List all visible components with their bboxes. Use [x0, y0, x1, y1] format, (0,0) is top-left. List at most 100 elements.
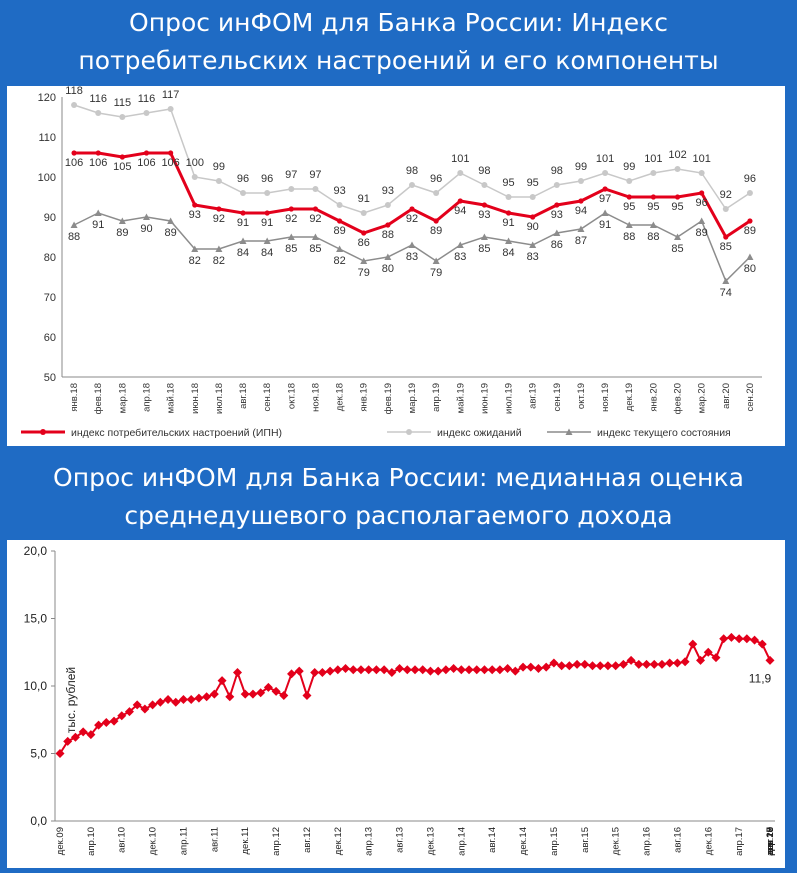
income-marker	[117, 711, 127, 721]
x-tick-label: дек.18	[335, 383, 346, 411]
legend-marker	[40, 429, 46, 435]
x-tick-label: авг.12	[302, 827, 313, 853]
income-marker	[672, 658, 682, 668]
x-tick-label: апр.12	[271, 827, 282, 856]
series-marker-0	[578, 198, 584, 204]
data-label-2: 91	[599, 219, 611, 231]
x-tick-label: янв.19	[359, 383, 370, 412]
x-tick-label: окт.19	[576, 383, 587, 409]
series-marker-1	[722, 206, 729, 212]
income-marker	[742, 634, 752, 644]
data-label-1: 98	[406, 165, 418, 177]
series-marker-0	[723, 234, 729, 240]
x-tick-label: июл.19	[504, 383, 515, 414]
data-label-0: 91	[261, 217, 273, 229]
series-marker-2	[360, 257, 368, 264]
series-marker-0	[699, 190, 705, 196]
data-label-0: 96	[696, 197, 708, 209]
data-label-1: 118	[65, 86, 83, 97]
x-tick-label: авг.19	[528, 383, 539, 409]
last-value-label: 11,9	[749, 671, 772, 685]
series-marker-1	[602, 170, 609, 176]
series-marker-0	[554, 202, 560, 208]
data-label-2: 91	[92, 219, 104, 231]
data-label-2: 74	[720, 287, 732, 299]
data-label-0: 92	[213, 213, 225, 225]
income-marker	[240, 689, 250, 699]
data-label-0: 94	[575, 205, 587, 217]
data-label-0: 89	[333, 225, 345, 237]
income-marker	[425, 666, 435, 676]
x-tick-label: авг.16	[672, 827, 683, 853]
y-tick-label: 5,0	[30, 747, 47, 761]
data-label-0: 106	[65, 157, 83, 169]
series-marker-0	[626, 194, 632, 200]
data-label-1: 97	[285, 169, 297, 181]
income-marker	[155, 697, 165, 707]
data-label-1: 93	[333, 185, 345, 197]
income-marker	[248, 689, 258, 699]
data-label-2: 79	[430, 267, 442, 279]
data-label-1: 117	[162, 89, 180, 101]
series-marker-2	[215, 245, 223, 252]
x-tick-label: апр.13	[364, 827, 375, 856]
top-banner-line2: потребительских настроений и его компоне…	[78, 46, 719, 75]
series-marker-0	[288, 206, 294, 212]
income-marker	[626, 655, 636, 665]
income-marker	[611, 661, 621, 671]
income-marker	[94, 720, 104, 730]
income-svg: 0,0 5,0 10,0 15,0 20,0 тыс. рублей дек.09 апр.1…	[24, 544, 776, 856]
income-marker	[696, 655, 706, 665]
y-tick-label: 0,0	[30, 814, 47, 828]
data-label-2: 80	[382, 263, 394, 275]
income-marker	[364, 665, 374, 675]
data-label-0: 93	[189, 209, 201, 221]
series-marker-0	[481, 202, 488, 208]
data-label-2: 89	[696, 227, 708, 239]
income-line	[59, 636, 771, 755]
x-tick-label: янв.20	[648, 383, 659, 412]
data-label-2: 85	[671, 243, 683, 255]
series-marker-1	[191, 174, 198, 180]
series-marker-1	[529, 194, 536, 200]
income-marker	[649, 659, 659, 669]
series-marker-1	[360, 210, 367, 216]
data-label-1: 115	[114, 97, 132, 109]
data-label-1: 98	[478, 165, 490, 177]
data-label-0: 92	[309, 213, 321, 225]
series-marker-0	[409, 206, 415, 212]
series-marker-2	[384, 253, 392, 260]
data-label-1: 92	[720, 189, 732, 201]
series-marker-0	[240, 210, 246, 216]
series-marker-0	[674, 194, 681, 200]
consumer-sentiment-chart: 50 60 70 80 90 100 110 120 янв.18 фев.18 мар.18 апр…	[7, 85, 785, 446]
y-tick-label: 70	[44, 292, 56, 304]
income-marker	[726, 632, 736, 642]
income-marker	[101, 717, 111, 727]
series-marker-2	[336, 245, 344, 252]
income-marker	[310, 668, 320, 677]
income-marker	[402, 665, 412, 675]
x-tick-label: сен.19	[552, 383, 563, 412]
data-label-2: 85	[309, 243, 321, 255]
data-label-1: 102	[668, 149, 686, 161]
series-marker-1	[288, 186, 295, 192]
x-tick-label: окт.18	[286, 383, 297, 409]
income-marker	[642, 659, 652, 669]
income-marker	[148, 700, 158, 710]
data-label-2: 88	[647, 231, 659, 243]
x-tick-label: мар.20	[697, 383, 708, 413]
income-marker	[410, 665, 420, 675]
series-marker-0	[192, 202, 198, 208]
x-tick-label: дек.13	[425, 827, 436, 855]
series-marker-1	[577, 178, 584, 184]
series-marker-0	[119, 154, 125, 160]
legend-label: индекс текущего состояния	[597, 427, 731, 439]
income-marker	[588, 661, 597, 671]
income-marker	[279, 690, 289, 700]
series-marker-2	[722, 277, 730, 284]
x-tick-label: янв.18	[69, 383, 80, 412]
series-marker-0	[457, 198, 463, 204]
y-tick-label: 20,0	[24, 544, 48, 558]
bottom-banner: Опрос инФОМ для Банка России: медианная …	[0, 459, 797, 537]
